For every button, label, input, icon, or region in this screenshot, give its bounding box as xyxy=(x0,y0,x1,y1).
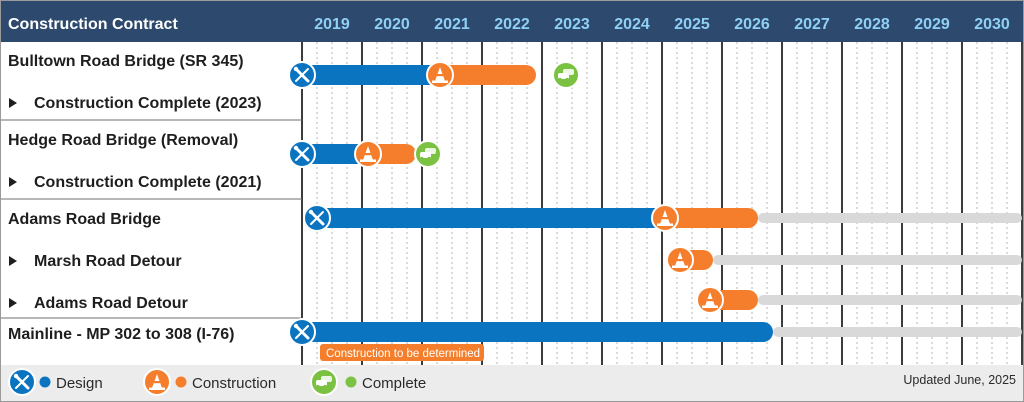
header-bar xyxy=(0,0,1024,42)
year-label: 2030 xyxy=(974,16,1010,33)
year-label: 2027 xyxy=(794,16,830,33)
year-label: 2023 xyxy=(554,16,590,33)
construction-icon xyxy=(651,204,679,232)
legend-construction-icon xyxy=(143,368,171,396)
future-bar xyxy=(713,255,1022,265)
grid-lines xyxy=(0,42,1023,365)
complete-icon xyxy=(552,61,580,89)
row-label: Hedge Road Bridge (Removal) xyxy=(8,132,238,149)
design-icon xyxy=(288,61,316,89)
year-label: 2020 xyxy=(374,16,410,33)
design-bar xyxy=(317,208,665,228)
design-icon xyxy=(288,140,316,168)
legend-design-icon xyxy=(8,368,36,396)
expand-arrow-icon[interactable] xyxy=(9,298,17,308)
year-label: 2026 xyxy=(734,16,770,33)
design-bar xyxy=(302,144,368,164)
legend-swatch xyxy=(345,376,357,388)
row-labels: Bulltown Road Bridge (SR 345) Constructio… xyxy=(8,53,262,343)
complete-icon xyxy=(414,140,442,168)
row-label: Marsh Road Detour xyxy=(34,253,182,270)
row-label: Adams Road Bridge xyxy=(8,211,161,228)
future-bar xyxy=(758,213,1022,223)
construction-icon xyxy=(666,246,694,274)
expand-arrow-icon[interactable] xyxy=(9,256,17,266)
construction-icon xyxy=(696,286,724,314)
timeline-bars: Construction to be determined xyxy=(288,61,1022,361)
header-title: Construction Contract xyxy=(8,16,178,33)
legend-label: Complete xyxy=(362,375,426,392)
row-label: Adams Road Detour xyxy=(34,295,188,312)
year-label: 2022 xyxy=(494,16,530,33)
design-icon xyxy=(303,204,331,232)
construction-icon xyxy=(354,140,382,168)
annotation-badge xyxy=(320,344,484,361)
row-label: Mainline - MP 302 to 308 (I-76) xyxy=(8,326,234,343)
row-label: Bulltown Road Bridge (SR 345) xyxy=(8,53,244,70)
construction-bar xyxy=(440,65,536,85)
legend-label: Construction xyxy=(192,375,276,392)
construction-icon xyxy=(426,61,454,89)
future-bar xyxy=(758,295,1022,305)
legend-label: Design xyxy=(56,375,103,392)
legend-complete-icon xyxy=(310,368,338,396)
annotation-text: Construction to be determined xyxy=(326,348,480,360)
year-label: 2025 xyxy=(674,16,710,33)
design-bar xyxy=(302,65,440,85)
design-icon xyxy=(288,318,316,346)
year-label: 2019 xyxy=(314,16,350,33)
legend-swatch xyxy=(39,376,51,388)
year-labels: 2019 2020 2021 2022 2023 2024 2025 2026 2027 2028… xyxy=(314,16,1010,33)
construction-bar xyxy=(665,208,758,228)
legend-swatch xyxy=(175,376,187,388)
year-label: 2029 xyxy=(914,16,950,33)
updated-date: Updated June, 2025 xyxy=(903,373,1016,387)
expand-arrow-icon[interactable] xyxy=(9,177,17,187)
year-label: 2021 xyxy=(434,16,470,33)
design-bar xyxy=(302,322,773,342)
row-label: Construction Complete (2021) xyxy=(34,174,262,191)
legend: Design Construction Complete xyxy=(8,368,426,396)
year-label: 2024 xyxy=(614,16,650,33)
row-label: Construction Complete (2023) xyxy=(34,95,262,112)
future-bar xyxy=(773,327,1022,337)
year-label: 2028 xyxy=(854,16,890,33)
expand-arrow-icon[interactable] xyxy=(9,98,17,108)
